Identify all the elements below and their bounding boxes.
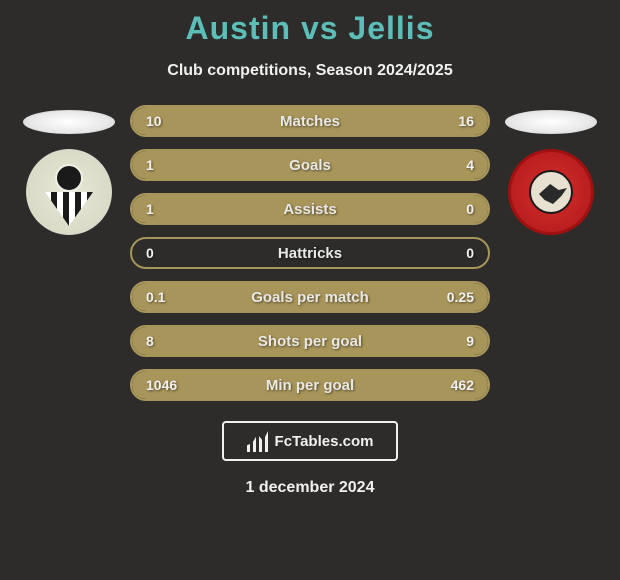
stat-value-left: 1 xyxy=(146,157,154,173)
stat-value-left: 0.1 xyxy=(146,289,165,305)
stat-value-right: 462 xyxy=(451,377,474,393)
stat-row: 1 Assists 0 xyxy=(130,193,490,225)
footer-logo-link[interactable]: FcTables.com xyxy=(222,421,398,461)
stat-row: 1046 Min per goal 462 xyxy=(130,369,490,401)
stat-label: Shots per goal xyxy=(258,333,362,350)
stripes-icon xyxy=(45,192,93,226)
stat-value-right: 0 xyxy=(466,201,474,217)
comparison-card: Austin vs Jellis Club competitions, Seas… xyxy=(0,0,620,580)
page-subtitle: Club competitions, Season 2024/2025 xyxy=(167,62,452,80)
main-content: 10 Matches 16 1 Goals 4 1 Assists 0 0 Hattricks 0 0.… xyxy=(0,105,620,401)
player-right-club-badge xyxy=(508,149,594,235)
stat-fill-left xyxy=(132,151,203,179)
stat-value-right: 16 xyxy=(458,113,474,129)
chart-icon xyxy=(247,430,269,452)
stat-value-right: 9 xyxy=(466,333,474,349)
stat-label: Goals xyxy=(289,157,331,174)
stat-label: Hattricks xyxy=(278,245,342,262)
stat-value-left: 0 xyxy=(146,245,154,261)
stat-value-left: 10 xyxy=(146,113,162,129)
stat-value-left: 1046 xyxy=(146,377,177,393)
stat-value-right: 0 xyxy=(466,245,474,261)
stat-row: 1 Goals 4 xyxy=(130,149,490,181)
stat-row: 0 Hattricks 0 xyxy=(130,237,490,269)
stat-row: 10 Matches 16 xyxy=(130,105,490,137)
stat-label: Min per goal xyxy=(266,377,354,394)
player-left-column xyxy=(23,110,115,235)
notts-badge-graphic xyxy=(39,158,99,226)
walsall-badge-graphic xyxy=(529,170,573,214)
stat-value-left: 1 xyxy=(146,201,154,217)
stat-label: Goals per match xyxy=(251,289,369,306)
ball-icon xyxy=(55,164,83,192)
player-left-placeholder xyxy=(23,110,115,134)
stat-row: 8 Shots per goal 9 xyxy=(130,325,490,357)
stat-fill-right xyxy=(203,151,488,179)
stats-list: 10 Matches 16 1 Goals 4 1 Assists 0 0 Hattricks 0 0.… xyxy=(130,105,490,401)
stat-label: Matches xyxy=(280,113,340,130)
stat-label: Assists xyxy=(283,201,336,218)
footer-date: 1 december 2024 xyxy=(246,479,375,497)
player-right-column xyxy=(505,110,597,235)
footer-logo-text: FcTables.com xyxy=(275,433,374,450)
player-left-club-badge xyxy=(26,149,112,235)
player-right-placeholder xyxy=(505,110,597,134)
stat-row: 0.1 Goals per match 0.25 xyxy=(130,281,490,313)
page-title: Austin vs Jellis xyxy=(186,10,435,47)
stat-value-right: 4 xyxy=(466,157,474,173)
stat-value-right: 0.25 xyxy=(447,289,474,305)
bird-icon xyxy=(539,184,567,204)
stat-value-left: 8 xyxy=(146,333,154,349)
